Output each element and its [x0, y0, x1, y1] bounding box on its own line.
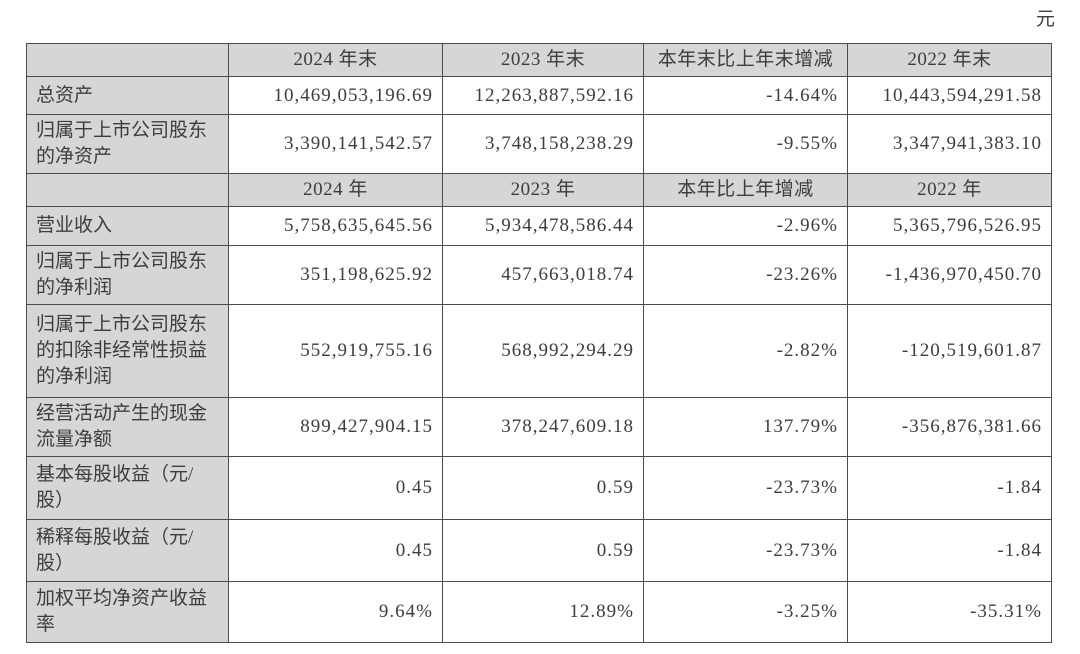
value-cell: 378,247,609.18 [442, 397, 644, 457]
value-cell: 351,198,625.92 [228, 245, 443, 305]
value-cell: -35.31% [847, 581, 1052, 643]
table-row-operating-cash-flow: 经营活动产生的现金流量净额 899,427,904.15 378,247,609… [26, 397, 1052, 457]
value-cell: 10,443,594,291.58 [847, 76, 1052, 115]
row-label: 经营活动产生的现金流量净额 [26, 397, 229, 457]
row-label: 加权平均净资产收益率 [26, 581, 229, 643]
column-header-2023-yearend: 2023 年末 [442, 43, 644, 77]
value-cell: 12,263,887,592.16 [442, 76, 644, 115]
column-header-2024: 2024 年 [228, 173, 443, 207]
corner-cell [26, 173, 229, 207]
column-header-yearend-change: 本年末比上年末增减 [643, 43, 848, 77]
value-cell: -23.26% [643, 245, 848, 305]
value-cell: -1.84 [847, 456, 1052, 520]
row-label: 营业收入 [26, 206, 229, 246]
table-row-total-assets: 总资产 10,469,053,196.69 12,263,887,592.16 … [26, 76, 1052, 115]
value-cell: -9.55% [643, 114, 848, 174]
value-cell: -14.64% [643, 76, 848, 115]
financial-summary-table: 2024 年末 2023 年末 本年末比上年末增减 2022 年末 总资产 10… [26, 43, 1052, 643]
value-cell: -23.73% [643, 519, 848, 582]
value-cell: 9.64% [228, 581, 443, 643]
value-cell: 0.59 [442, 519, 644, 582]
table-row-net-profit: 归属于上市公司股东的净利润 351,198,625.92 457,663,018… [26, 245, 1052, 305]
table-header-row-yearend: 2024 年末 2023 年末 本年末比上年末增减 2022 年末 [26, 43, 1052, 77]
value-cell: -2.96% [643, 206, 848, 246]
value-cell: -120,519,601.87 [847, 304, 1052, 398]
table-row-weighted-avg-roe: 加权平均净资产收益率 9.64% 12.89% -3.25% -35.31% [26, 581, 1052, 643]
table-row-operating-revenue: 营业收入 5,758,635,645.56 5,934,478,586.44 -… [26, 206, 1052, 246]
value-cell: 12.89% [442, 581, 644, 643]
value-cell: -356,876,381.66 [847, 397, 1052, 457]
value-cell: 5,934,478,586.44 [442, 206, 644, 246]
value-cell: 10,469,053,196.69 [228, 76, 443, 115]
value-cell: 5,758,635,645.56 [228, 206, 443, 246]
column-header-2022: 2022 年 [847, 173, 1052, 207]
corner-cell [26, 43, 229, 77]
value-cell: -1,436,970,450.70 [847, 245, 1052, 305]
currency-unit-label: 元 [1035, 9, 1056, 30]
row-label: 归属于上市公司股东的净资产 [26, 114, 229, 174]
value-cell: 3,748,158,238.29 [442, 114, 644, 174]
value-cell: 899,427,904.15 [228, 397, 443, 457]
value-cell: 0.59 [442, 456, 644, 520]
value-cell: 0.45 [228, 519, 443, 582]
row-label: 基本每股收益（元/股） [26, 456, 229, 520]
value-cell: 3,390,141,542.57 [228, 114, 443, 174]
table-header-row-annual: 2024 年 2023 年 本年比上年增减 2022 年 [26, 173, 1052, 207]
row-label: 稀释每股收益（元/股） [26, 519, 229, 582]
table-row-net-profit-excl-nonrecurring: 归属于上市公司股东的扣除非经常性损益的净利润 552,919,755.16 56… [26, 304, 1052, 398]
table-row-diluted-eps: 稀释每股收益（元/股） 0.45 0.59 -23.73% -1.84 [26, 519, 1052, 582]
value-cell: -3.25% [643, 581, 848, 643]
value-cell: -1.84 [847, 519, 1052, 582]
table-row-net-assets: 归属于上市公司股东的净资产 3,390,141,542.57 3,748,158… [26, 114, 1052, 174]
value-cell: 3,347,941,383.10 [847, 114, 1052, 174]
column-header-2024-yearend: 2024 年末 [228, 43, 443, 77]
value-cell: 137.79% [643, 397, 848, 457]
table-row-basic-eps: 基本每股收益（元/股） 0.45 0.59 -23.73% -1.84 [26, 456, 1052, 520]
column-header-2022-yearend: 2022 年末 [847, 43, 1052, 77]
value-cell: -2.82% [643, 304, 848, 398]
row-label: 归属于上市公司股东的净利润 [26, 245, 229, 305]
value-cell: 568,992,294.29 [442, 304, 644, 398]
value-cell: -23.73% [643, 456, 848, 520]
column-header-2023: 2023 年 [442, 173, 644, 207]
row-label: 总资产 [26, 76, 229, 115]
value-cell: 457,663,018.74 [442, 245, 644, 305]
value-cell: 552,919,755.16 [228, 304, 443, 398]
column-header-annual-change: 本年比上年增减 [643, 173, 848, 207]
value-cell: 0.45 [228, 456, 443, 520]
value-cell: 5,365,796,526.95 [847, 206, 1052, 246]
row-label: 归属于上市公司股东的扣除非经常性损益的净利润 [26, 304, 229, 398]
